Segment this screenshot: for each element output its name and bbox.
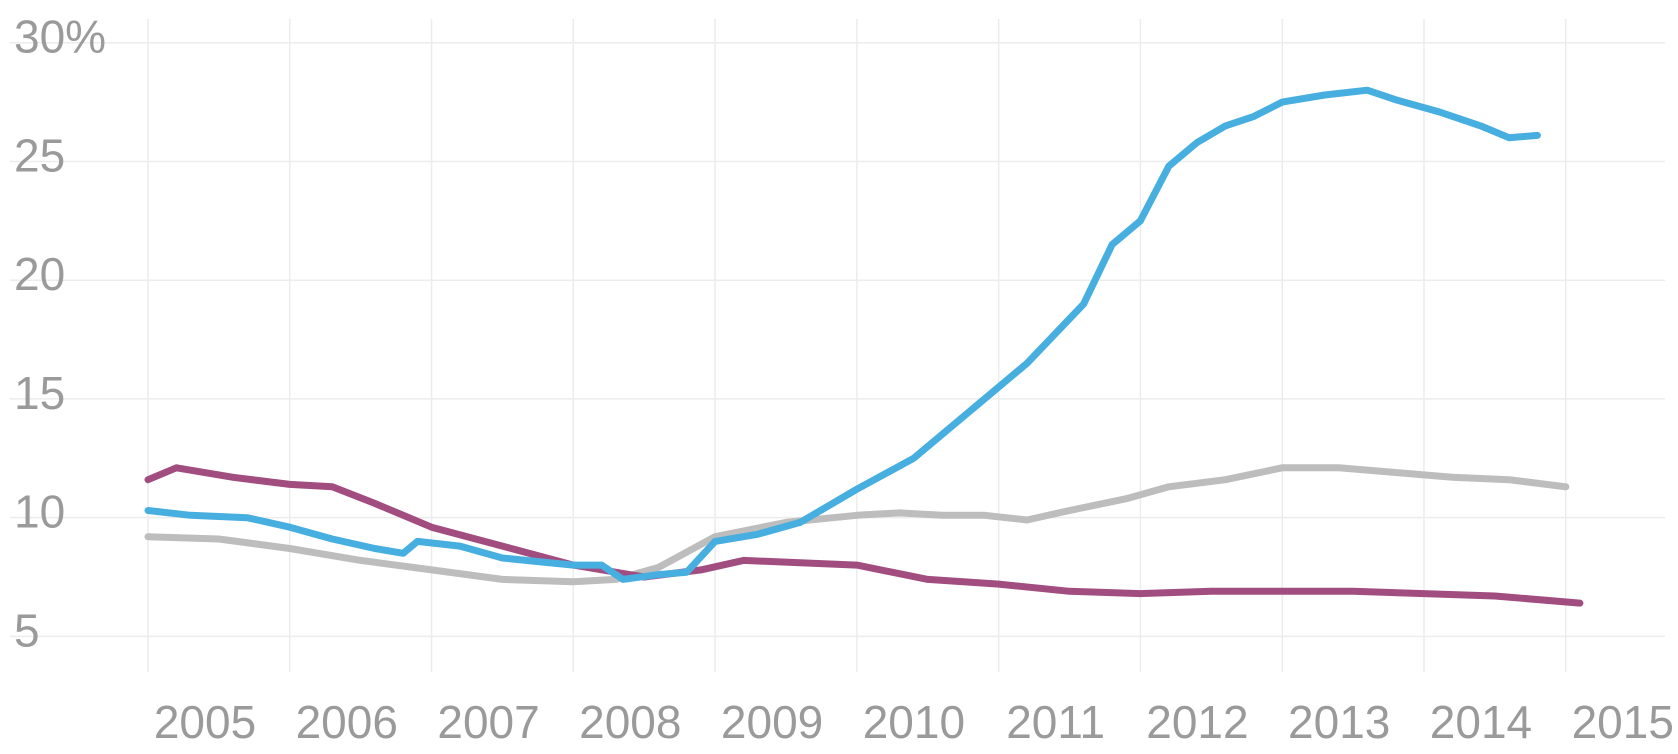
y-tick-label: 25 — [14, 129, 65, 181]
y-tick-label: 20 — [14, 248, 65, 300]
x-tick-label: 2006 — [296, 696, 398, 748]
series-line-3 — [144, 86, 1541, 583]
x-tick-label: 2010 — [863, 696, 965, 748]
x-tick-label: 2013 — [1288, 696, 1390, 748]
x-tick-label: 2005 — [154, 696, 256, 748]
x-tick-label: 2015 — [1572, 696, 1674, 748]
chart-grid — [10, 19, 1665, 672]
x-tick-label: 2012 — [1146, 696, 1248, 748]
x-tick-label: 2009 — [721, 696, 823, 748]
y-tick-label: 10 — [14, 486, 65, 538]
x-tick-label: 2014 — [1430, 696, 1532, 748]
y-axis-labels: 5 10 15 20 25 30% — [14, 11, 106, 657]
x-tick-label: 2007 — [437, 696, 539, 748]
series-line-2 — [144, 464, 1584, 607]
x-axis-labels: 2005 2006 2007 2008 2009 2010 2011 2012 2013 2014… — [154, 696, 1674, 748]
y-tick-label: 5 — [14, 604, 40, 656]
x-tick-label: 2008 — [579, 696, 681, 748]
chart-series — [144, 86, 1584, 607]
x-tick-label: 2011 — [1006, 696, 1105, 748]
y-tick-label: 30% — [14, 11, 106, 63]
series-line-1 — [144, 464, 1570, 586]
y-tick-label: 15 — [14, 367, 65, 419]
